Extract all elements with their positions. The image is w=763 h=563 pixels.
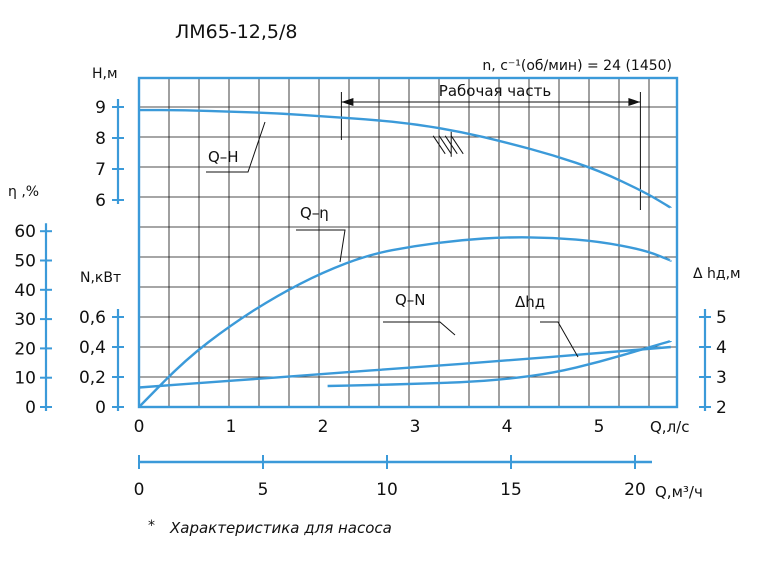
working-range-arrow-left [341, 98, 354, 106]
x-tick-label: 1 [226, 417, 237, 437]
n-tick-label: 0,6 [79, 308, 106, 328]
x2-tick-label: 5 [258, 480, 269, 500]
eta-tick-label: 50 [14, 252, 36, 272]
curve-dh [327, 339, 672, 388]
x-tick-label: 0 [134, 417, 145, 437]
curve-H [138, 108, 672, 209]
x-tick-label: 4 [502, 417, 513, 437]
dh-tick-label: 4 [716, 338, 727, 358]
h-tick-label: 9 [95, 98, 106, 118]
dh-tick-label: 3 [716, 368, 727, 388]
curve-label-q-n: Q–N [395, 291, 426, 309]
x2-tick-label: 0 [134, 480, 145, 500]
h-tick-label: 6 [95, 191, 106, 211]
eta-tick-label: 0 [25, 398, 36, 418]
curve-leader [540, 321, 579, 358]
x-axis-label: Q,л/с [650, 418, 689, 436]
curve-label-q-h: Q–H [208, 148, 239, 166]
x-tick-label: 3 [410, 417, 421, 437]
n-tick-label: 0,2 [79, 368, 106, 388]
curve-eta [138, 236, 672, 408]
n-tick-label: 0 [95, 398, 106, 418]
curve-leader [383, 321, 456, 336]
x2-axis-label: Q,м³/ч [655, 483, 703, 501]
curve-leader [206, 121, 266, 173]
plot-frame [137, 76, 679, 409]
eta-tick-label: 30 [14, 310, 36, 330]
h-tick-label: 7 [95, 160, 106, 180]
x2-tick-label: 20 [624, 480, 646, 500]
eta-tick-label: 10 [14, 369, 36, 389]
working-range-arrow-right [628, 98, 641, 106]
n-axis-label: N,кВт [80, 270, 121, 286]
footnote-text: Характеристика для насоса [169, 519, 392, 537]
eta-tick-label: 20 [14, 339, 36, 359]
dh-axis-label: Δ hд,м [693, 266, 741, 282]
dh-tick-label: 2 [716, 398, 727, 418]
hatch-line [438, 135, 452, 155]
dh-tick-label: 5 [716, 308, 727, 328]
h-tick-label: 8 [95, 129, 106, 149]
eta-tick-label: 40 [14, 281, 36, 301]
hatch-line [450, 135, 464, 155]
n-tick-label: 0,4 [79, 338, 106, 358]
footnote-marker: * [148, 518, 155, 534]
chart-curves [138, 108, 672, 408]
x2-tick-label: 10 [376, 480, 398, 500]
curve-label-dh: Δhд [515, 293, 545, 311]
curve-N [138, 345, 671, 389]
eta-tick-label: 60 [14, 222, 36, 242]
x-tick-label: 5 [594, 417, 605, 437]
chart-title: ЛМ65-12,5/8 [175, 21, 298, 43]
x-tick-label: 2 [318, 417, 329, 437]
hatch-line [432, 135, 446, 155]
x2-tick-label: 15 [500, 480, 522, 500]
h-axis-label: Н,м [92, 66, 118, 82]
eta-axis-label: η ,% [8, 184, 39, 200]
curve-label-q-eta: Q–η [300, 204, 329, 222]
speed-label: n, c⁻¹(об/мин) = 24 (1450) [482, 58, 672, 74]
curve-leader [296, 229, 346, 263]
working-range-label: Рабочая часть [439, 82, 551, 100]
